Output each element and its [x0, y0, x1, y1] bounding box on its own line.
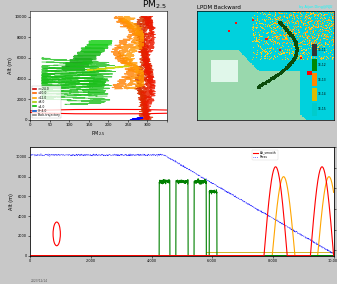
- Text: PM$_{2.5}$: PM$_{2.5}$: [142, 0, 167, 11]
- Legend: >=24.0, >20.0, >12.0, >8.0, >4.0, 0~4.0, Back-trajectory: >=24.0, >20.0, >12.0, >8.0, >4.0, 0~4.0,…: [32, 86, 61, 118]
- Text: 2023/12/14: 2023/12/14: [30, 279, 48, 283]
- Text: LPDM Backward: LPDM Backward: [197, 5, 241, 10]
- X-axis label: PM$_{2.5}$: PM$_{2.5}$: [91, 129, 106, 138]
- Text: by Aijun Ding@NJU: by Aijun Ding@NJU: [299, 5, 332, 9]
- Legend: Alt_smooth, Press: Alt_smooth, Press: [252, 150, 277, 160]
- Y-axis label: Alt (m): Alt (m): [9, 193, 14, 210]
- Y-axis label: Alt (m): Alt (m): [8, 57, 13, 74]
